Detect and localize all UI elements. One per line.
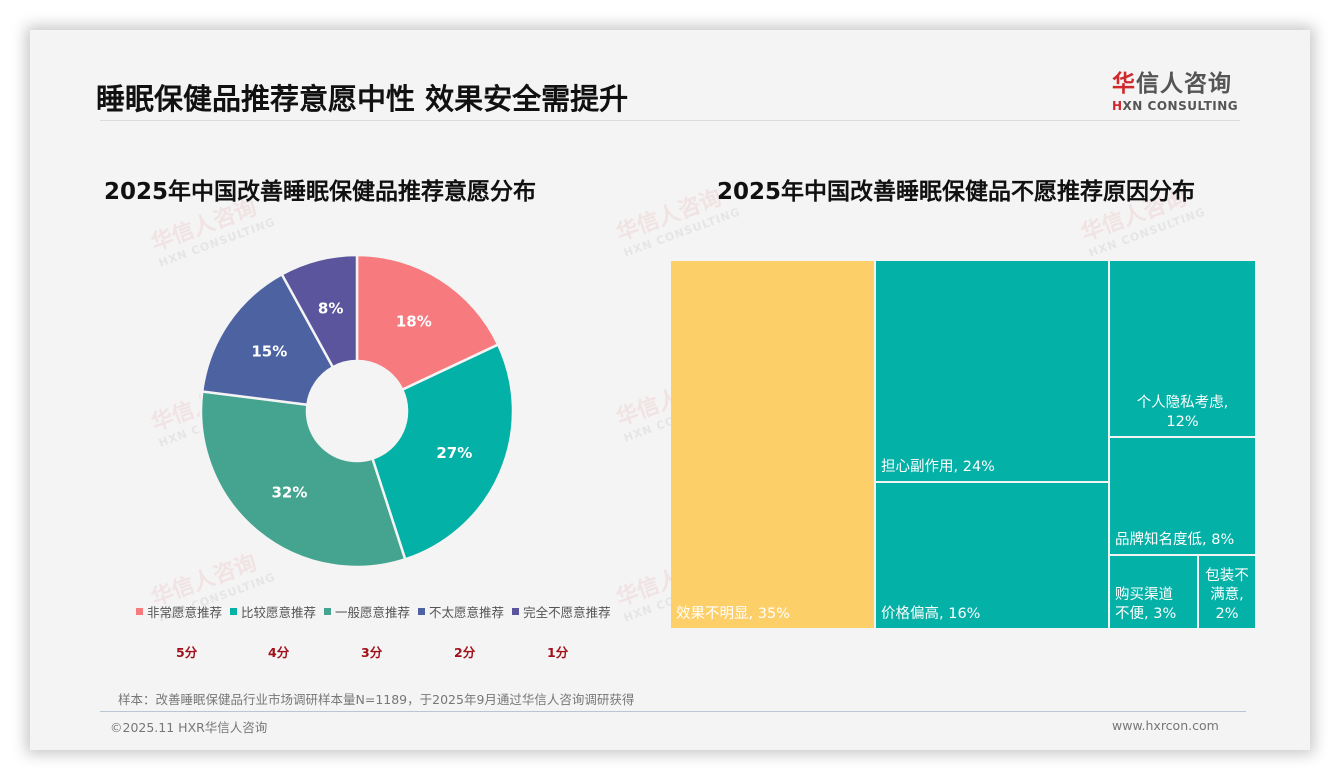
legend-label: 一般愿意推荐 [335,605,411,620]
legend-item: 完全不愿意推荐 [512,602,611,621]
score-label: 4分 [268,645,290,660]
donut-slice-label: 15% [251,342,287,360]
donut-slice-label: 32% [271,484,307,502]
treemap-cell-label: 包装不 满意, 2% [1205,568,1249,622]
logo-en-accent: H [1112,99,1123,113]
logo-cn-accent: 华 [1112,71,1136,97]
copyright: ©2025.11 HXR华信人咨询 [110,720,268,735]
score-label: 3分 [361,645,383,660]
score-label: 1分 [547,645,569,660]
legend-item: 一般愿意推荐 [324,602,410,621]
donut-slice-label: 8% [318,299,343,317]
treemap-cell-label: 个人隐私考虑, 12% [1136,395,1229,430]
donut-slice [355,253,500,392]
company-logo: 华信人咨询 HXN CONSULTING [1112,64,1252,113]
donut-slice-label: 27% [436,444,472,462]
logo-en: HXN CONSULTING [1112,99,1252,113]
treemap-cell-label: 担心副作用, 24% [881,459,995,475]
score-label: 5分 [176,645,198,660]
legend-swatch-icon [230,608,238,615]
source-note: 样本：改善睡眠保健品行业市场调研样本量N=1189，于2025年9月通过华信人咨… [118,692,635,707]
logo-cn-text: 信人咨询 [1136,71,1232,97]
legend-swatch-icon [418,608,426,615]
legend-swatch-icon [324,608,332,615]
treemap-cell: 效果不明显, 35% [671,261,874,628]
treemap-cell: 担心副作用, 24% [876,261,1108,481]
donut-slice [370,342,515,561]
donut-slice [199,390,407,569]
legend-item: 不太愿意推荐 [418,602,504,621]
score-label: 2分 [454,645,476,660]
donut-slice [200,272,335,407]
treemap-cell-label: 购买渠道 不便, 3% [1115,587,1177,622]
treemap-cell: 价格偏高, 16% [876,483,1108,628]
logo-en-text: XN CONSULTING [1122,99,1239,113]
donut-chart: 18% 27% 32% 15% 8% [199,253,515,569]
donut-slice-label: 18% [396,313,432,331]
legend-item: 比较愿意推荐 [230,602,316,621]
treemap-cell: 购买渠道 不便, 3% [1110,556,1197,628]
treemap-cell-label: 效果不明显, 35% [676,606,790,622]
legend-swatch-icon [512,608,520,615]
title-divider [100,120,1240,121]
footer-divider [100,711,1246,712]
legend-label: 非常愿意推荐 [147,605,223,620]
donut-slice [280,253,359,369]
legend-item: 非常愿意推荐 [136,602,222,621]
legend-swatch-icon [136,608,143,615]
treemap-chart: 效果不明显, 35% 担心副作用, 24% 价格偏高, 16% 个人隐私考虑, 12%… [671,261,1255,628]
treemap-chart-title: 2025年中国改善睡眠保健品不愿推荐原因分布 [717,179,1196,205]
donut-legend: 非常愿意推荐 比较愿意推荐 一般愿意推荐 不太愿意推荐 完全不愿意推荐 [136,602,611,621]
slide: 睡眠保健品推荐意愿中性 效果安全需提升 华信人咨询 HXN CONSULTING… [30,30,1310,750]
treemap-cell-label: 品牌知名度低, 8% [1115,532,1235,548]
legend-label: 比较愿意推荐 [241,605,317,620]
score-labels: 5分 4分 3分 2分 1分 [30,642,730,662]
donut-chart-title: 2025年中国改善睡眠保健品推荐意愿分布 [104,179,537,205]
logo-cn: 华信人咨询 [1112,64,1252,98]
website: www.hxrcon.com [1112,718,1219,733]
treemap-cell: 个人隐私考虑, 12% [1110,261,1255,436]
legend-label: 完全不愿意推荐 [523,605,611,620]
treemap-cell: 品牌知名度低, 8% [1110,438,1255,554]
treemap-cell: 包装不 满意, 2% [1199,556,1255,628]
treemap-cell-label: 价格偏高, 16% [881,606,981,622]
legend-label: 不太愿意推荐 [429,605,505,620]
page-title: 睡眠保健品推荐意愿中性 效果安全需提升 [96,82,629,116]
